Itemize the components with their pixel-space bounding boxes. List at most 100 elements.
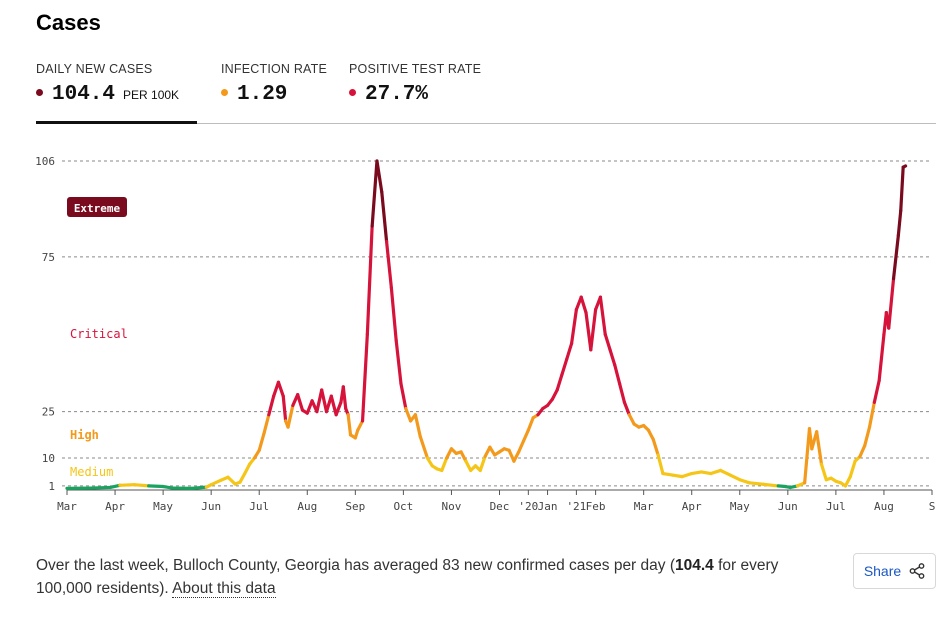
series-line-segment (709, 468, 723, 476)
series-line-segment (380, 190, 389, 244)
x-tick-label: Nov (442, 500, 462, 513)
series-line-segment (190, 485, 208, 490)
series-line-segment (579, 295, 588, 315)
series-line-segment (858, 444, 867, 459)
dot-icon (221, 89, 228, 96)
series-line-segment (399, 382, 408, 411)
series-line-segment (464, 459, 473, 473)
series-line-segment (877, 332, 886, 383)
series-line-segment (384, 239, 393, 290)
series-line-segment (478, 454, 487, 473)
series-line-segment (815, 430, 824, 466)
x-tick-label: S (929, 500, 936, 513)
x-tick-label: Jun (201, 500, 221, 513)
x-tick-label: May (730, 500, 750, 513)
series-line-segment (670, 473, 684, 479)
series-line-segment (863, 425, 872, 448)
series-line-segment (341, 385, 348, 411)
series-line-segment (901, 164, 908, 169)
series-line-segment (445, 447, 454, 460)
series-line-segment (243, 462, 252, 476)
dot-icon (36, 89, 43, 96)
series-line-segment (603, 332, 612, 352)
series-line-segment (281, 394, 288, 423)
series-line-segment (896, 208, 903, 237)
series-line-segment (404, 406, 413, 423)
series-line-segment (267, 394, 276, 417)
series-line-segment (622, 400, 631, 417)
share-button[interactable]: Share (853, 553, 936, 589)
x-tick-label: Apr (105, 500, 125, 513)
series-line-segment (627, 413, 636, 426)
series-line-segment (320, 388, 329, 414)
x-tick-label: Jul (826, 500, 846, 513)
series-line-segment (286, 403, 295, 429)
tab-daily-new-cases[interactable]: DAILY NEW CASES 104.4 PER 100K (36, 62, 197, 124)
summary-value: 104.4 (675, 557, 714, 574)
tab-positive-test-rate[interactable]: POSITIVE TEST RATE 27.7% (349, 62, 481, 106)
series-line-segment (132, 483, 151, 488)
series-line-segment (512, 450, 521, 463)
series-line-segment (550, 388, 559, 401)
summary-before: Over the last week, Bulloch County, Geor… (36, 557, 675, 574)
series-line-segment (161, 484, 175, 490)
y-tick-label: 1 (48, 480, 55, 493)
series-line-segment (891, 233, 900, 281)
chart-title: Cases (36, 10, 101, 35)
about-data-link[interactable]: About this data (172, 580, 276, 598)
risk-label-critical: Critical (70, 327, 128, 341)
series-line-segment (560, 357, 569, 377)
series-line-segment (899, 165, 905, 213)
tab-label: DAILY NEW CASES (36, 62, 153, 76)
tab-label: INFECTION RATE (221, 62, 328, 76)
x-tick-label: Oct (393, 500, 413, 513)
series-line-segment (521, 428, 530, 443)
series-line-segment (843, 475, 852, 488)
series-line-segment (459, 450, 468, 463)
y-tick-label: 10 (42, 452, 55, 465)
risk-label-high: High (70, 428, 99, 442)
series-line-segment (728, 473, 742, 482)
series-line-segment (656, 453, 665, 476)
series-line-segment (356, 419, 365, 432)
tab-infection-rate[interactable]: INFECTION RATE 1.29 (221, 62, 327, 106)
x-tick-label: Jul (249, 500, 269, 513)
series-line-segment (618, 382, 627, 404)
series-line-segment (365, 224, 374, 336)
series-line-segment (613, 363, 622, 386)
share-label: Share (863, 563, 902, 579)
series-line-segment (329, 394, 338, 417)
series-line-segment (803, 427, 812, 485)
summary-after: for every 100,000 residents). (36, 557, 779, 597)
series-line-segment (440, 456, 449, 473)
series-line-segment (555, 372, 564, 392)
metric-value: 1.29 (237, 83, 288, 106)
x-tick-label: May (153, 500, 173, 513)
x-tick-label: Feb (586, 500, 606, 513)
series-line-segment (334, 400, 343, 417)
series-line-segment (848, 459, 857, 479)
series-line-segment (690, 470, 703, 476)
series-line-segment (418, 434, 430, 460)
series-line-segment (147, 484, 165, 489)
x-tick-label: Mar (57, 500, 77, 513)
series-line-segment (375, 159, 384, 194)
series-line-segment (747, 481, 766, 486)
metric-value: 104.4 (52, 83, 116, 106)
series-line-segment (651, 437, 660, 457)
series-line-segment (646, 428, 655, 442)
x-tick-label: Aug (297, 500, 317, 513)
risk-label-extreme: Extreme (74, 202, 121, 215)
x-tick-label: Apr (682, 500, 702, 513)
x-tick-label: Aug (874, 500, 894, 513)
metric-tabs: DAILY NEW CASES 104.4 PER 100K INFECTION… (36, 62, 936, 124)
series-line-segment (526, 416, 535, 432)
series-line-segment (718, 468, 732, 477)
series-line-segment (394, 338, 403, 386)
series-line-segment (608, 348, 617, 367)
series-line-segment (738, 478, 751, 485)
series-line-segment (598, 295, 607, 336)
cases-line-chart: 1 10 25 75 106 Mar Apr May Jun Jul Aug Sep Oct Nov Dec… (35, 155, 936, 513)
x-tick-label: Sep (345, 500, 365, 513)
series-line-segment (276, 380, 285, 398)
